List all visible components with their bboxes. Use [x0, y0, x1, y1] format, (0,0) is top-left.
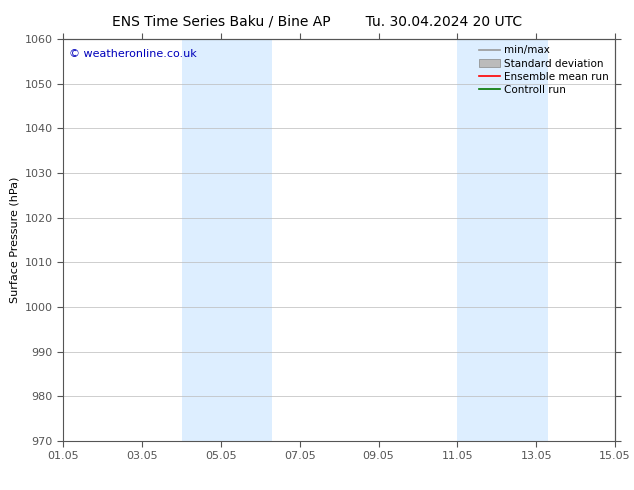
Text: ENS Time Series Baku / Bine AP        Tu. 30.04.2024 20 UTC: ENS Time Series Baku / Bine AP Tu. 30.04… [112, 15, 522, 29]
Bar [181, 39, 272, 441]
Text: © weatheronline.co.uk: © weatheronline.co.uk [69, 49, 197, 59]
Y-axis label: Surface Pressure (hPa): Surface Pressure (hPa) [10, 177, 19, 303]
Bar [457, 39, 548, 441]
Legend: min/max, Standard deviation, Ensemble mean run, Controll run: min/max, Standard deviation, Ensemble me… [475, 41, 613, 99]
